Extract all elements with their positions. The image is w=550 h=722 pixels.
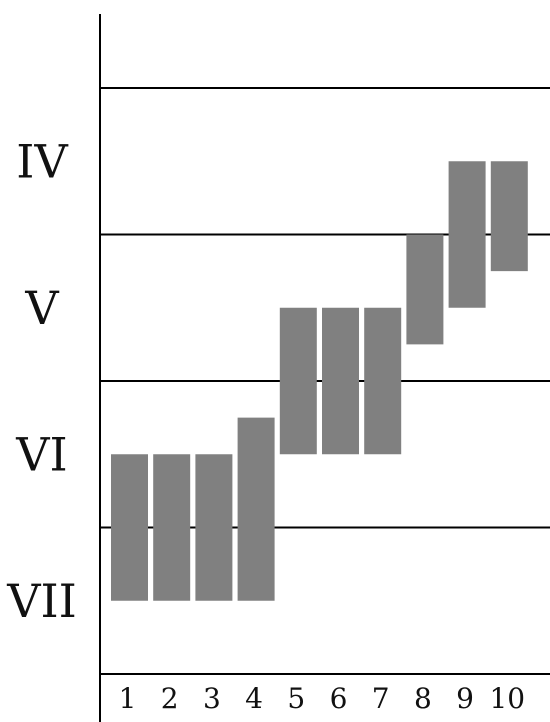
range-bar	[237, 417, 275, 601]
range-bar	[364, 307, 402, 455]
range-bar	[111, 454, 148, 601]
range-bar	[279, 307, 317, 455]
x-tick-label: 1	[119, 682, 137, 715]
range-bar	[448, 161, 486, 308]
zone-label: VII	[6, 574, 77, 628]
range-bars	[111, 161, 528, 601]
range-bar	[195, 454, 233, 601]
x-tick-label: 10	[489, 682, 525, 715]
zone-labels: IV V VI VII	[6, 134, 77, 628]
range-bar	[322, 307, 359, 455]
x-tick-label: 9	[456, 682, 474, 715]
range-bar	[490, 161, 528, 272]
x-tick-label: 7	[372, 682, 390, 715]
x-tick-label: 5	[287, 682, 305, 715]
x-tick-label: 3	[203, 682, 221, 715]
zone-label: V	[24, 281, 59, 335]
zone-label: IV	[16, 134, 68, 188]
range-bar	[153, 454, 191, 601]
x-tick-label: 4	[245, 682, 263, 715]
range-bar	[406, 234, 444, 345]
zone-label: VI	[15, 427, 67, 481]
x-tick-label: 2	[161, 682, 179, 715]
x-tick-label: 8	[414, 682, 432, 715]
x-tick-label: 6	[330, 682, 348, 715]
x-tick-labels: 1 2 3 4 5 6 7 8 9 10	[119, 682, 526, 715]
